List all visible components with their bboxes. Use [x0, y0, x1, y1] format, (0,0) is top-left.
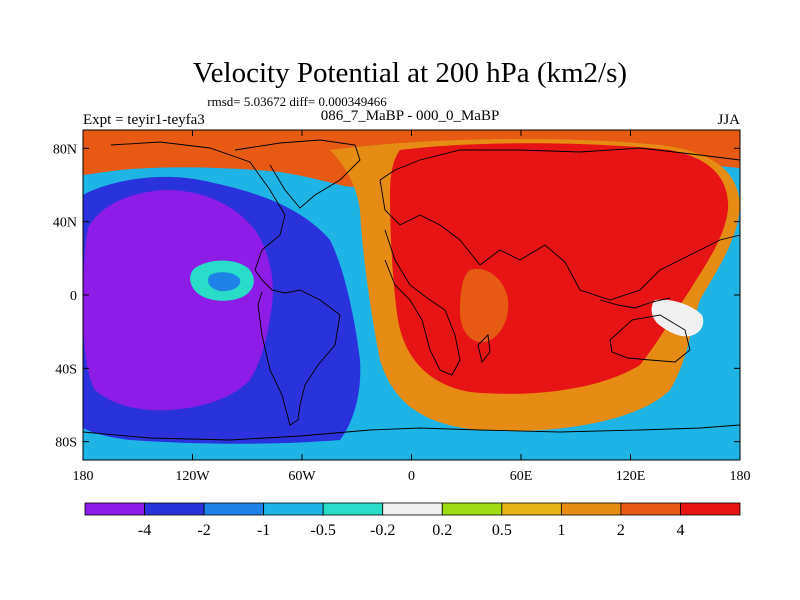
colorbar-label: -0.2	[370, 522, 395, 539]
coast-antarctica	[83, 424, 740, 441]
stats-line: rmsd= 5.03672 diff= 0.000349466	[207, 94, 387, 109]
period-label: 086_7_MaBP - 000_0_MaBP	[321, 108, 500, 124]
colorbar-swatch	[84, 502, 145, 516]
colorbar-swatch	[680, 502, 741, 516]
season-label: JJA	[717, 112, 740, 128]
field-east-pacific-center	[208, 272, 241, 292]
x-tick-label: 60E	[510, 469, 533, 484]
colorbar-swatch	[501, 502, 562, 516]
y-tick-label: 40N	[53, 216, 77, 231]
colorbar-label: -1	[257, 522, 270, 539]
coast-north-america	[110, 141, 286, 271]
coast-europe-asia	[379, 147, 740, 181]
experiment-label: Expt = teyir1-teyfa3	[83, 112, 205, 128]
colorbar-label: 2	[617, 522, 625, 539]
x-tick-label: 60W	[288, 469, 316, 484]
coast-southeast-asia	[599, 297, 671, 309]
field-south-atlantic-warm	[460, 269, 509, 343]
colorbar-label: 4	[676, 522, 684, 539]
coast-australia	[609, 314, 691, 363]
map-axes: 180 120W 60W 0 60E 120E 180 80N 40N 0 40S 80S	[53, 130, 751, 484]
colorbar-label: -0.5	[311, 522, 336, 539]
colorbar-swatch	[441, 502, 503, 516]
x-tick-label: 180	[73, 469, 94, 484]
colorbar-label: -2	[197, 522, 210, 539]
coast-south-america	[257, 289, 341, 426]
y-tick-label: 80S	[55, 436, 77, 451]
x-tick-label: 0	[408, 469, 415, 484]
colorbar-swatch	[203, 502, 265, 516]
x-tick-label: 180	[730, 469, 751, 484]
contour-fields	[83, 130, 740, 460]
colorbar-swatch	[322, 502, 384, 516]
colorbar-label: -4	[138, 522, 151, 539]
colorbar-label: 0.5	[492, 522, 512, 539]
coast-central-america	[254, 269, 286, 294]
colorbar-swatch	[560, 502, 622, 516]
colorbar: -4 -2 -1 -0.5 -0.2 0.2 0.5 1 2 4	[84, 502, 741, 539]
field-australia-neutral	[651, 299, 704, 337]
field-negative-pacific-deep	[83, 190, 273, 411]
x-tick-label: 120W	[175, 469, 210, 484]
x-tick-label: 120E	[616, 469, 646, 484]
coast-greenland	[234, 139, 361, 209]
map-panel	[83, 130, 740, 460]
chart-title: Velocity Potential at 200 hPa (km2/s)	[193, 57, 627, 89]
y-tick-label: 80N	[53, 142, 77, 157]
colorbar-swatch	[263, 502, 324, 516]
coastlines	[83, 139, 740, 441]
y-tick-label: 0	[70, 289, 77, 304]
y-tick-label: 40S	[55, 362, 77, 377]
coast-eurasia-south	[379, 179, 740, 301]
colorbar-swatch	[382, 502, 443, 516]
colorbar-swatch	[620, 502, 681, 516]
colorbar-swatch	[144, 502, 205, 516]
coast-madagascar	[477, 334, 491, 364]
colorbar-label: 0.2	[432, 522, 452, 539]
coast-africa	[384, 229, 461, 376]
colorbar-label: 1	[557, 522, 565, 539]
